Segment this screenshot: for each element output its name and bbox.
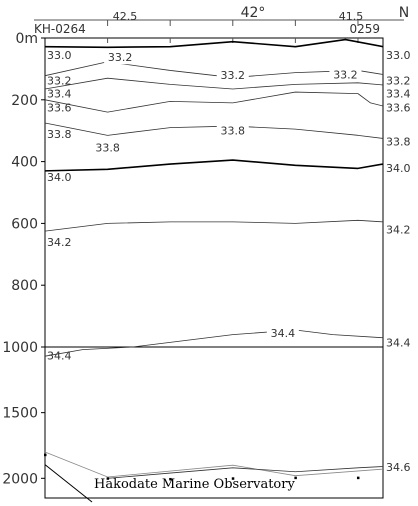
sample-mark [106,477,110,480]
sample-mark [356,476,360,480]
isoline-33-0 [44,38,384,49]
isoline-label: 34.4 [386,336,411,349]
isoline-33-8 [44,122,384,139]
sample-mark [169,477,172,481]
isoline-label: 33.2 [386,75,411,88]
sample-mark [44,453,47,457]
bottom-depth-line [44,451,384,478]
isoline-34-4 [44,329,384,357]
sample-mark [231,477,235,480]
top-lat-label: 42.5 [113,10,138,23]
isoline-label: 34.4 [271,327,296,340]
y-tick-label: 400 [11,155,38,171]
y-tick-label: 2000 [2,471,38,487]
isoline-33-6 [44,91,384,113]
isoline-label: 33.0 [47,49,72,62]
y-tick-label: 0m [15,31,38,47]
isoline-label: 33.8 [47,128,72,141]
top-axis: 42.5 42° 41.5 N KH-0264 0259 [34,5,409,36]
isoline-label: 33.4 [386,88,411,101]
isoline-label: 34.0 [47,171,72,184]
isoline-label-bg [266,326,299,341]
top-north-label: N [399,5,409,21]
isoline-label: 33.2 [221,69,246,82]
isoline-34-2 [44,219,384,232]
isoline-label: 34.2 [47,236,72,249]
plot-frame [34,19,404,499]
y-tick-label: 200 [11,93,38,109]
pointer-line [44,464,93,503]
isoline-label: 34.4 [47,350,72,363]
station-left-label: KH-0264 [34,22,86,36]
frame-border [44,37,384,499]
isoline-label: 33.2 [47,75,72,88]
isoline-label: 33.6 [47,102,72,115]
y-axis: 0m 200 400 600 800 1000 1500 2000 [2,31,45,487]
isoline-34-6 [107,466,384,479]
station-right-label: 0259 [349,22,380,36]
isoline-label-bg [91,140,124,155]
top-lat-label: 42° [241,5,266,21]
isoline-34-0 [44,159,384,172]
sample-mark [294,476,297,480]
isoline-label: 33.8 [95,142,120,155]
attribution-text: Hakodate Marine Observatory [94,477,295,492]
sample-marks [44,453,360,481]
isoline-label: 33.0 [386,49,411,62]
isoline-label: 34.6 [386,461,411,474]
isoline-label: 33.2 [108,51,133,64]
isoline-33-4 [44,77,384,90]
isoline-label: 33.2 [333,68,358,81]
y-tick-label: 800 [11,278,38,294]
isolines: 33.0 33.033.233.233.2 33.2 33.233.4 33.433.6… [44,38,411,479]
x-ticks [107,20,359,43]
isoline-label: 33.8 [386,136,411,149]
isoline-label: 33.8 [221,125,246,138]
isoline-label-bg [216,68,249,83]
isoline-label: 33.4 [47,88,72,101]
isoline-label: 33.6 [386,102,411,115]
isoline-label-bg [104,50,137,65]
attribution-pointer [44,464,93,503]
y-tick-label: 1500 [2,406,38,422]
bottom-depth [44,451,384,478]
isoline-label-bg [216,123,249,138]
isoline-label-bg [329,67,362,82]
y-tick-label: 600 [11,216,38,232]
isoline-label: 34.0 [386,162,411,175]
isoline-label: 34.2 [386,224,411,237]
top-lat-label: 41.5 [339,10,364,23]
y-tick-label: 1000 [2,340,38,356]
